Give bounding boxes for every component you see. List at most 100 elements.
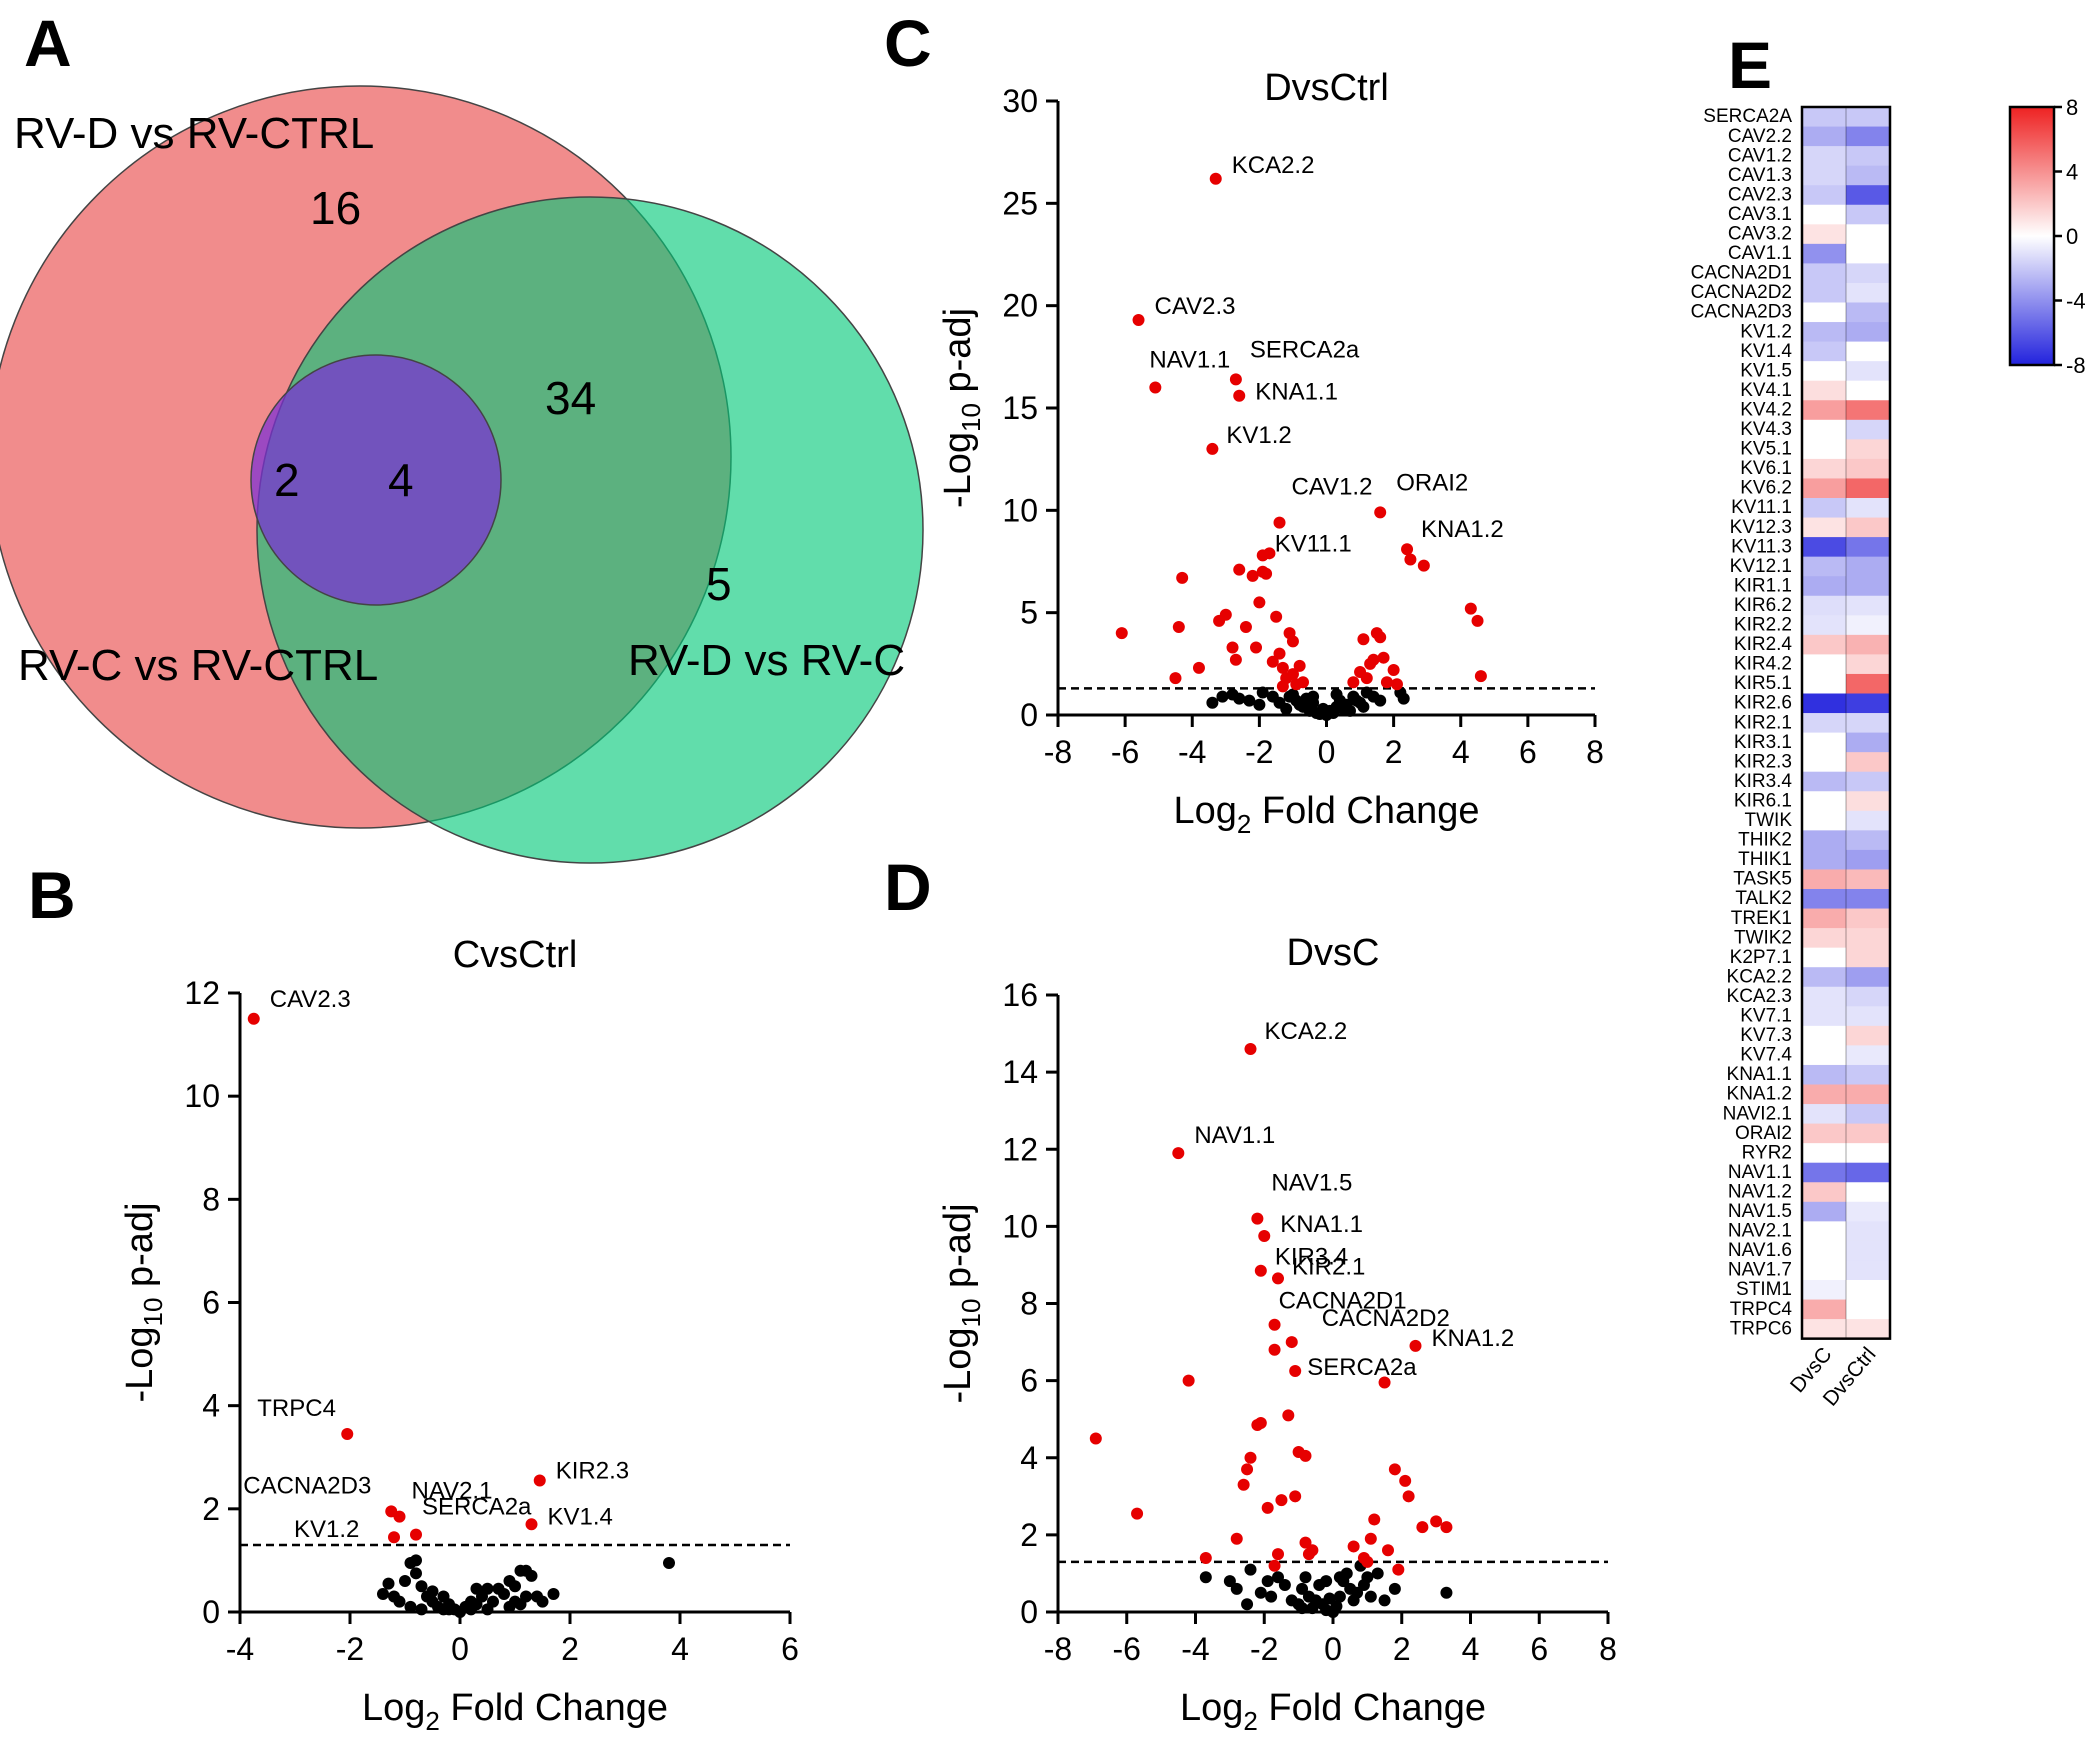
- data-point-significant: [1270, 610, 1283, 623]
- colorbar-tick-label: 4: [2066, 160, 2078, 185]
- gene-label: SERCA2a: [422, 1494, 532, 1521]
- x-tick-label: 6: [1530, 1631, 1548, 1667]
- y-tick-label: 0: [202, 1594, 220, 1630]
- data-point-nonsignificant: [1230, 1582, 1243, 1595]
- data-point: [437, 1590, 450, 1603]
- heatmap-row-label: STIM1: [1736, 1279, 1792, 1300]
- heatmap-cell: [1802, 849, 1846, 870]
- x-tick-label: -2: [1245, 734, 1273, 770]
- heatmap-row-label: KIR2.4: [1734, 634, 1793, 655]
- y-tick-label: 4: [1020, 1440, 1038, 1476]
- heatmap-cell: [1846, 1201, 1890, 1222]
- heatmap-row-label: KV6.1: [1740, 458, 1792, 479]
- gene-label: SERCA2a: [1250, 336, 1360, 363]
- data-point-significant: [1440, 1521, 1453, 1534]
- gene-label: NAV2.1: [412, 1478, 493, 1505]
- data-point-labeled: [1273, 516, 1286, 529]
- data-point-significant: [1361, 1555, 1374, 1568]
- x-axis-title: Log2 Fold Change: [1173, 790, 1479, 839]
- venn-circle-cvsctrl: [250, 354, 502, 606]
- panel-letter-b: B: [28, 858, 76, 932]
- data-point-labeled: [1251, 1212, 1264, 1225]
- x-tick-label: 6: [781, 1631, 799, 1667]
- heatmap-cell: [1846, 928, 1890, 949]
- x-tick-label: 2: [561, 1631, 579, 1667]
- heatmap-cell: [1802, 478, 1846, 499]
- data-point: [481, 1582, 494, 1595]
- data-point-significant: [1089, 1432, 1102, 1445]
- data-point-nonsignificant: [1320, 1575, 1333, 1588]
- data-point-labeled: [247, 1012, 260, 1025]
- heatmap-row-label: TRPC4: [1730, 1299, 1793, 1320]
- heatmap-row-label: CACNA2D3: [1691, 302, 1792, 323]
- heatmap-cell: [1802, 986, 1846, 1007]
- data-point-nonsignificant: [1330, 1600, 1343, 1613]
- heatmap-cell: [1802, 107, 1846, 127]
- data-point-significant: [1230, 1532, 1243, 1545]
- data-point-significant: [1417, 559, 1430, 572]
- data-point-nonsignificant: [1378, 1594, 1391, 1607]
- data-point-nonsignificant: [1244, 1563, 1257, 1576]
- heatmap-cell: [1846, 302, 1890, 323]
- data-point-labeled: [1209, 172, 1222, 185]
- gene-label: SERCA2a: [1307, 1354, 1417, 1381]
- heatmap-cell: [1846, 1319, 1890, 1340]
- heatmap-cell: [1802, 1143, 1846, 1164]
- gene-label: KIR2.3: [556, 1457, 629, 1484]
- data-point-significant: [1182, 1374, 1195, 1387]
- heatmap-cell: [1802, 1299, 1846, 1320]
- heatmap-cell: [1802, 1182, 1846, 1203]
- heatmap-row-label: KIR2.2: [1734, 615, 1792, 636]
- heatmap-cell: [1802, 673, 1846, 694]
- data-point-significant: [1293, 659, 1306, 672]
- heatmap-cell: [1846, 498, 1890, 518]
- data-point-significant: [1254, 1417, 1267, 1430]
- heatmap-row-label: KV6.2: [1740, 478, 1792, 499]
- venn-count-dvsctrl-dvsc: 34: [545, 372, 596, 424]
- data-point-labeled: [1233, 389, 1246, 402]
- heatmap-cell: [1846, 654, 1890, 675]
- data-point-nonsignificant: [1296, 1602, 1309, 1615]
- data-point-labeled: [388, 1531, 400, 1544]
- data-point-significant: [1276, 680, 1289, 693]
- data-point-nonsignificant: [1351, 1586, 1364, 1599]
- heatmap-row-label: NAV1.6: [1728, 1240, 1792, 1261]
- heatmap-border: [1800, 105, 1892, 1340]
- heatmap-cell: [1846, 869, 1890, 890]
- data-point: [382, 1577, 395, 1590]
- heatmap-cell: [1846, 908, 1890, 929]
- heatmap-cell: [1802, 537, 1846, 558]
- data-point-nonsignificant: [1241, 1598, 1254, 1611]
- heatmap-row-label: TALK2: [1735, 888, 1792, 909]
- data-point-labeled: [1289, 1364, 1302, 1377]
- y-tick-label: 25: [1002, 185, 1038, 221]
- y-tick-label: 15: [1002, 390, 1038, 426]
- data-point-labeled: [1254, 1264, 1267, 1277]
- panel-letter-e: E: [1728, 28, 1772, 102]
- heatmap-cell: [1846, 810, 1890, 831]
- data-point-significant: [1233, 563, 1246, 576]
- data-point-significant: [1399, 1474, 1412, 1487]
- x-tick-label: -4: [1181, 1631, 1209, 1667]
- y-axis-title: -Log10 p-adj: [937, 308, 986, 508]
- heatmap-row-label: NAV1.1: [1728, 1162, 1792, 1183]
- data-point-labeled: [410, 1528, 422, 1541]
- data-point: [415, 1580, 428, 1593]
- gene-label: KIR3.4: [1275, 1244, 1348, 1271]
- data-point-nonsignificant: [1307, 690, 1320, 703]
- heatmap-cell: [1802, 243, 1846, 264]
- data-point-nonsignificant: [1223, 1575, 1236, 1588]
- data-point-nonsignificant: [1333, 1571, 1346, 1584]
- gene-label: CACNA2D3: [243, 1472, 371, 1499]
- heatmap-cell: [1846, 146, 1890, 167]
- panel-a: A RV-D vs RV-CTRL RV-C vs RV-CTRL RV-D v…: [0, 6, 924, 864]
- heatmap-cell: [1846, 107, 1890, 127]
- heatmap-row-label: CAV2.3: [1728, 184, 1792, 205]
- data-point-significant: [1239, 620, 1252, 633]
- heatmap-cell: [1846, 537, 1890, 558]
- gene-label: CAV2.3: [270, 986, 351, 1013]
- y-tick-label: 10: [184, 1078, 220, 1114]
- data-point-nonsignificant: [1199, 1571, 1212, 1584]
- gene-label: NAV1.1: [1194, 1122, 1275, 1149]
